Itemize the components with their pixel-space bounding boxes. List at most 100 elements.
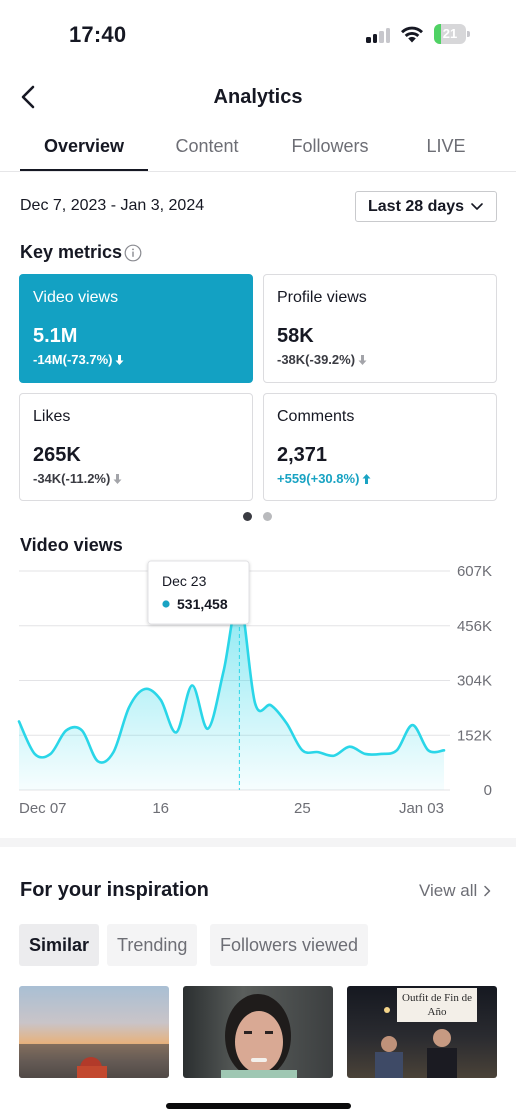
metric-card-comments[interactable]: Comments 2,371 +559(+30.8%) — [263, 393, 497, 501]
x-tick-label: 25 — [294, 800, 311, 817]
chevron-down-icon — [471, 203, 483, 210]
date-range: Dec 7, 2023 - Jan 3, 2024 — [20, 197, 205, 214]
chart-point[interactable] — [155, 694, 167, 706]
chip-followers-viewed[interactable]: Followers viewed — [210, 924, 369, 966]
chart-point[interactable] — [202, 723, 214, 735]
metric-value: 265K — [33, 444, 81, 466]
tooltip-value: 531,458 — [177, 596, 228, 612]
x-tick-label: Jan 03 — [399, 800, 444, 817]
battery-icon: 21 — [434, 24, 470, 44]
tooltip-series-dot — [162, 600, 170, 608]
tooltip-date: Dec 23 — [162, 573, 207, 589]
metric-card-profile-views[interactable]: Profile views 58K -38K(-39.2%) — [263, 274, 497, 383]
thumbnail-image — [19, 1044, 169, 1078]
key-metrics-title: Key metrics — [20, 242, 123, 262]
chart-point[interactable] — [375, 748, 387, 760]
tab-followers[interactable]: Followers — [291, 136, 369, 156]
chip-similar[interactable]: Similar — [19, 924, 100, 966]
chart-point[interactable] — [123, 701, 135, 713]
page-dot — [263, 512, 272, 521]
arrow-up-icon — [362, 474, 371, 484]
arrow-down-icon — [115, 355, 124, 365]
chart-area-fill — [19, 597, 444, 790]
chart-point[interactable] — [29, 748, 41, 760]
metric-label: Profile views — [277, 289, 367, 306]
chart-point[interactable] — [76, 724, 88, 736]
y-tick-label: 456K — [457, 618, 492, 635]
metric-label: Likes — [33, 408, 71, 425]
chart-point[interactable] — [265, 699, 277, 711]
metric-change: -38K(-39.2%) — [277, 352, 367, 367]
period-dropdown[interactable]: Last 28 days — [355, 191, 497, 222]
tab-content[interactable]: Content — [175, 136, 239, 156]
chart-point[interactable] — [391, 744, 403, 756]
cellular-signal-icon — [366, 27, 392, 43]
y-tick-label: 0 — [484, 782, 492, 799]
active-tab-indicator — [20, 169, 148, 171]
chart-point[interactable] — [359, 748, 371, 760]
chart-tooltip: Dec 23 531,458 — [147, 560, 250, 625]
metric-value: 5.1M — [33, 325, 78, 347]
thumbnail-image — [221, 994, 297, 1078]
video-views-chart[interactable]: 607K 456K 304K 152K 0 Dec 07 16 25 Jan 03 Dec 2… — [0, 555, 516, 825]
chart-point[interactable] — [170, 726, 182, 738]
tab-overview[interactable]: Overview — [43, 136, 125, 156]
chart-point[interactable] — [249, 697, 261, 709]
page-dot-active — [243, 512, 252, 521]
chart-point[interactable] — [438, 744, 450, 756]
chart-point[interactable] — [92, 755, 104, 767]
back-button[interactable] — [14, 82, 42, 112]
battery-level: 21 — [442, 26, 458, 41]
metric-change: -34K(-11.2%) — [33, 471, 122, 486]
metric-change: -14M(-73.7%) — [33, 352, 124, 367]
metric-change: +559(+30.8%) — [277, 471, 371, 486]
chart-point[interactable] — [13, 715, 25, 727]
tab-bar: Overview Content Followers LIVE — [0, 128, 516, 172]
section-divider — [0, 838, 516, 847]
chart-point[interactable] — [422, 744, 434, 756]
y-tick-label: 607K — [457, 563, 492, 580]
inspiration-title: For your inspiration — [20, 879, 209, 901]
chart-point[interactable] — [139, 683, 151, 695]
carousel-page-indicator — [243, 512, 273, 522]
wifi-icon — [401, 26, 423, 43]
y-tick-label: 152K — [457, 727, 492, 744]
chart-point[interactable] — [296, 744, 308, 756]
metric-card-video-views[interactable]: Video views 5.1M -14M(-73.7%) — [19, 274, 253, 383]
chevron-right-icon — [484, 885, 491, 897]
video-thumbnail[interactable] — [183, 986, 333, 1078]
arrow-down-icon — [113, 474, 122, 484]
info-icon[interactable] — [124, 244, 142, 262]
x-tick-label: 16 — [152, 800, 169, 817]
x-tick-label: Dec 07 — [19, 800, 67, 817]
chart-point[interactable] — [281, 717, 293, 729]
chart-point[interactable] — [312, 746, 324, 758]
chip-trending[interactable]: Trending — [107, 924, 198, 966]
chart-point[interactable] — [186, 679, 198, 691]
metric-card-likes[interactable]: Likes 265K -34K(-11.2%) — [19, 393, 253, 501]
arrow-down-icon — [358, 355, 367, 365]
status-time: 17:40 — [69, 22, 127, 47]
chart-point[interactable] — [407, 719, 419, 731]
status-bar: 17:40 21 — [0, 0, 516, 70]
chart-point[interactable] — [44, 748, 56, 760]
y-tick-label: 304K — [457, 673, 492, 690]
chart-point[interactable] — [60, 724, 72, 736]
video-thumbnail[interactable] — [19, 986, 169, 1078]
chart-title: Video views — [20, 535, 123, 555]
page-title: Analytics — [213, 86, 303, 108]
tab-live[interactable]: LIVE — [426, 136, 466, 156]
chart-point[interactable] — [328, 750, 340, 762]
period-dropdown-label: Last 28 days — [368, 198, 465, 215]
metric-label: Comments — [277, 408, 355, 425]
metric-label: Video views — [33, 289, 119, 306]
chart-point[interactable] — [344, 741, 356, 753]
video-thumbnail[interactable]: Outfit de Fin de Año — [347, 986, 497, 1078]
view-all-link[interactable]: View all — [419, 881, 491, 901]
metric-value: 2,371 — [277, 444, 328, 466]
thumbnail-caption: Outfit de Fin de Año — [397, 988, 477, 1022]
chart-point[interactable] — [218, 665, 230, 677]
chart-point[interactable] — [107, 746, 119, 758]
thumbnail-image — [375, 1007, 468, 1078]
home-indicator[interactable] — [166, 1103, 351, 1109]
